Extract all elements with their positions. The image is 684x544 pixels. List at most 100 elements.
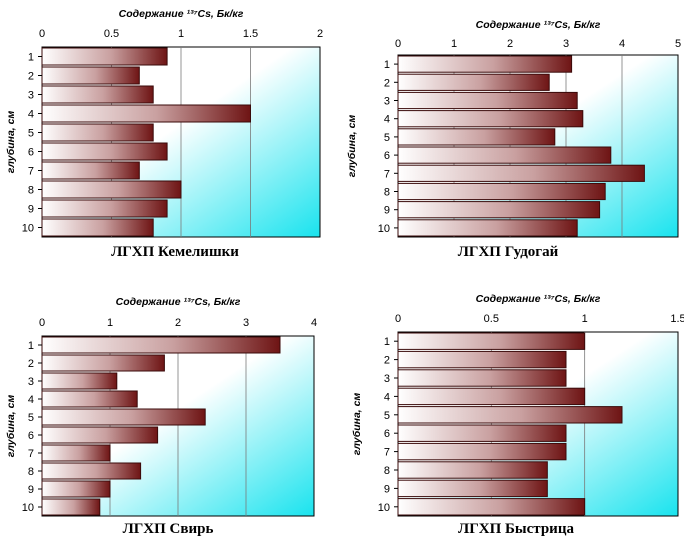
x-tick-label: 2 [175, 317, 181, 329]
x-axis-title: Содержание ¹³⁷Cs, Бк/кг [476, 293, 601, 305]
x-tick-label: 0 [39, 317, 45, 329]
category-label: 8 [28, 185, 34, 197]
bar [397, 73, 550, 91]
x-tick-label: 0.5 [484, 313, 499, 325]
bar [41, 123, 154, 142]
x-tick-label: 0 [39, 28, 45, 40]
bar [41, 47, 168, 66]
bar [397, 332, 586, 350]
bar [397, 479, 548, 498]
bar [41, 180, 182, 199]
chart-panel: 1 2 3 4 5 6 7 8 9 10 0 0.5 1 1.5 Содержание ¹³⁷Cs, Бк/… [351, 293, 684, 537]
category-label: 1 [28, 52, 34, 64]
bar [397, 182, 606, 201]
category-label: 6 [28, 430, 34, 442]
x-tick-label: 5 [675, 38, 681, 50]
category-label: 8 [28, 466, 34, 478]
category-label: 5 [384, 132, 390, 144]
x-tick-label: 4 [619, 38, 625, 50]
category-label: 9 [28, 484, 34, 496]
category-label: 5 [28, 412, 34, 424]
bar [397, 146, 612, 164]
y-axis-title: глубина, см [346, 115, 358, 178]
category-label: 3 [28, 90, 34, 102]
x-tick-label: 4 [311, 317, 317, 329]
bar [397, 424, 567, 442]
bar [41, 354, 165, 372]
category-label: 7 [28, 448, 34, 460]
x-axis-title: Содержание ¹³⁷Cs, Бк/кг [476, 19, 601, 31]
bar [397, 442, 567, 461]
x-tick-label: 0 [395, 38, 401, 50]
category-label: 7 [384, 447, 390, 459]
category-label: 1 [28, 340, 34, 352]
x-tick-label: 1 [178, 28, 184, 40]
bar [397, 128, 556, 146]
category-label: 10 [378, 223, 390, 235]
x-tick-label: 0.5 [104, 28, 119, 40]
category-label: 9 [28, 204, 34, 216]
bar [41, 390, 138, 408]
bar [41, 218, 154, 237]
bar [397, 219, 578, 237]
category-label: 2 [384, 77, 390, 89]
category-label: 7 [384, 168, 390, 180]
x-tick-label: 0 [395, 313, 401, 325]
category-label: 3 [28, 376, 34, 388]
category-label: 2 [28, 71, 34, 83]
bar [397, 91, 578, 110]
x-tick-label: 2 [507, 38, 513, 50]
category-label: 8 [384, 465, 390, 477]
category-label: 9 [384, 205, 390, 217]
bar [41, 372, 118, 390]
bar [41, 85, 154, 104]
category-label: 10 [22, 223, 34, 235]
bar [397, 55, 573, 73]
x-tick-label: 1.5 [670, 313, 684, 325]
x-tick-label: 3 [243, 317, 249, 329]
bar [41, 142, 168, 161]
category-label: 5 [28, 128, 34, 140]
bar [41, 408, 206, 426]
chart-title: ЛГХП Свирь [123, 521, 214, 537]
bar [397, 387, 586, 406]
bar [397, 201, 601, 219]
x-tick-label: 3 [563, 38, 569, 50]
x-tick-label: 1 [451, 38, 457, 50]
category-label: 4 [384, 114, 390, 126]
bar [41, 444, 111, 462]
bar [41, 462, 142, 480]
category-label: 1 [384, 336, 390, 348]
category-label: 6 [384, 150, 390, 162]
chart-title: ЛГХП Гудогай [458, 244, 559, 260]
chart-title: ЛГХП Быстрица [458, 521, 574, 537]
bar [397, 369, 567, 387]
x-axis-title: Содержание ¹³⁷Cs, Бк/кг [116, 296, 241, 308]
bar [397, 350, 567, 369]
bar [397, 164, 645, 182]
bar [41, 480, 111, 498]
category-label: 1 [384, 59, 390, 71]
bar [41, 161, 140, 180]
category-label: 10 [378, 502, 390, 514]
y-axis-title: глубина, см [351, 393, 363, 456]
y-axis-title: глубина, см [5, 111, 17, 174]
chart-panel: 1 2 3 4 5 6 7 8 9 10 0 0.5 1 1.5 2 Содержание ¹³⁷Cs, Бк… [5, 8, 323, 260]
bar [41, 336, 281, 354]
category-label: 3 [384, 373, 390, 385]
chart-title: ЛГХП Кемелишки [111, 244, 239, 260]
bar [397, 461, 548, 479]
bar [41, 498, 101, 516]
x-axis-title: Содержание ¹³⁷Cs, Бк/кг [119, 8, 244, 20]
bar [41, 104, 251, 123]
x-tick-label: 1 [107, 317, 113, 329]
category-label: 4 [28, 394, 34, 406]
category-label: 10 [22, 502, 34, 514]
category-label: 6 [28, 147, 34, 159]
category-label: 4 [384, 391, 390, 403]
category-label: 3 [384, 96, 390, 108]
bar [397, 406, 623, 424]
category-label: 7 [28, 166, 34, 178]
